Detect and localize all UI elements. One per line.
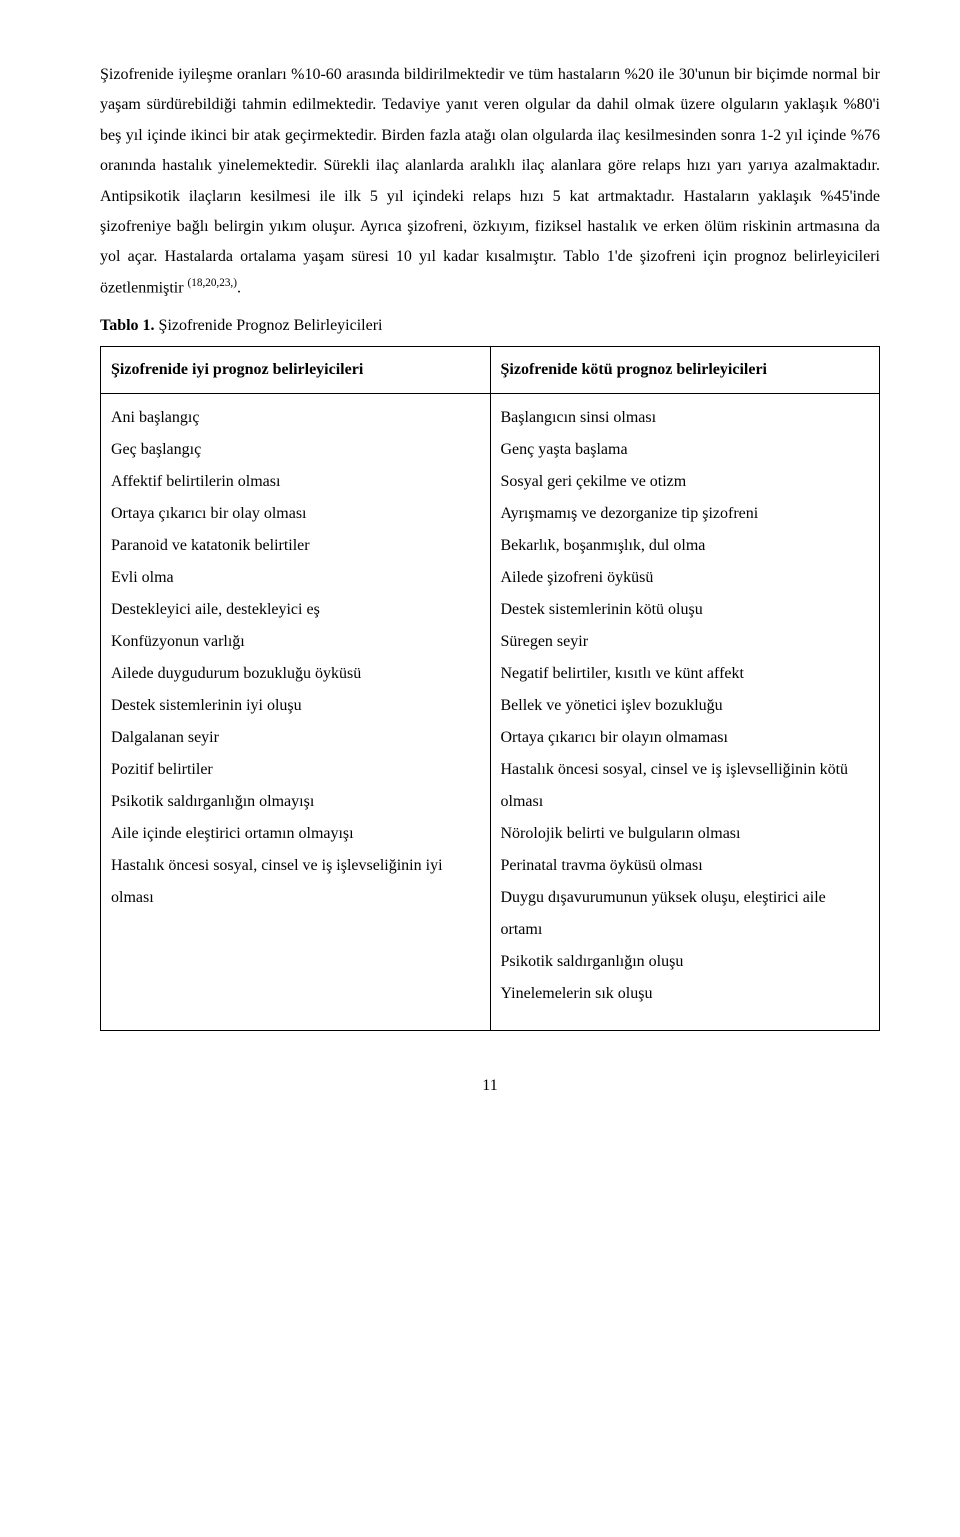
prognosis-table: Şizofrenide iyi prognoz belirleyicileri … [100, 346, 880, 1031]
list-item: Ortaya çıkarıcı bir olayın olmaması [501, 722, 870, 754]
list-item: Perinatal travma öyküsü olması [501, 850, 870, 882]
paragraph-text: Şizofrenide iyileşme oranları %10-60 ara… [100, 66, 880, 296]
list-item: Pozitif belirtiler [111, 754, 480, 786]
list-item: Süregen seyir [501, 626, 870, 658]
body-paragraph: Şizofrenide iyileşme oranları %10-60 ara… [100, 60, 880, 303]
list-item: Destek sistemlerinin kötü oluşu [501, 594, 870, 626]
list-item: Evli olma [111, 562, 480, 594]
list-item: Dalgalanan seyir [111, 722, 480, 754]
list-item: Konfüzyonun varlığı [111, 626, 480, 658]
list-item: Nörolojik belirti ve bulguların olması [501, 818, 870, 850]
list-item: Genç yaşta başlama [501, 434, 870, 466]
list-item: Ailede duygudurum bozukluğu öyküsü [111, 658, 480, 690]
list-item: Aile içinde eleştirici ortamın olmayışı [111, 818, 480, 850]
list-item: Psikotik saldırganlığın oluşu [501, 946, 870, 978]
list-item: Affektif belirtilerin olması [111, 466, 480, 498]
table-header-left: Şizofrenide iyi prognoz belirleyicileri [101, 346, 491, 393]
list-item: Ailede şizofreni öyküsü [501, 562, 870, 594]
table-header-right: Şizofrenide kötü prognoz belirleyicileri [490, 346, 880, 393]
table-caption-label: Tablo 1. [100, 317, 155, 334]
list-item: Ayrışmamış ve dezorganize tip şizofreni [501, 498, 870, 530]
list-item: Paranoid ve katatonik belirtiler [111, 530, 480, 562]
list-item: Destek sistemlerinin iyi oluşu [111, 690, 480, 722]
page-number: 11 [100, 1071, 880, 1101]
list-item: Ani başlangıç [111, 402, 480, 434]
list-item: Bekarlık, boşanmışlık, dul olma [501, 530, 870, 562]
table-cell-right: Başlangıcın sinsi olmasıGenç yaşta başla… [490, 394, 880, 1031]
list-item: Psikotik saldırganlığın olmayışı [111, 786, 480, 818]
reference-superscript: (18,20,23,) [188, 277, 237, 289]
table-caption-text: Şizofrenide Prognoz Belirleyicileri [155, 317, 383, 334]
table-caption: Tablo 1. Şizofrenide Prognoz Belirleyici… [100, 311, 880, 341]
period: . [237, 279, 241, 296]
list-item: Yinelemelerin sık oluşu [501, 978, 870, 1010]
list-item: Başlangıcın sinsi olması [501, 402, 870, 434]
list-item: Sosyal geri çekilme ve otizm [501, 466, 870, 498]
table-cell-left: Ani başlangıçGeç başlangıçAffektif belir… [101, 394, 491, 1031]
list-item: Hastalık öncesi sosyal, cinsel ve iş işl… [111, 850, 480, 914]
list-item: Geç başlangıç [111, 434, 480, 466]
list-item: Bellek ve yönetici işlev bozukluğu [501, 690, 870, 722]
list-item: Negatif belirtiler, kısıtlı ve künt affe… [501, 658, 870, 690]
list-item: Hastalık öncesi sosyal, cinsel ve iş işl… [501, 754, 870, 818]
list-item: Ortaya çıkarıcı bir olay olması [111, 498, 480, 530]
list-item: Duygu dışavurumunun yüksek oluşu, eleşti… [501, 882, 870, 946]
list-item: Destekleyici aile, destekleyici eş [111, 594, 480, 626]
